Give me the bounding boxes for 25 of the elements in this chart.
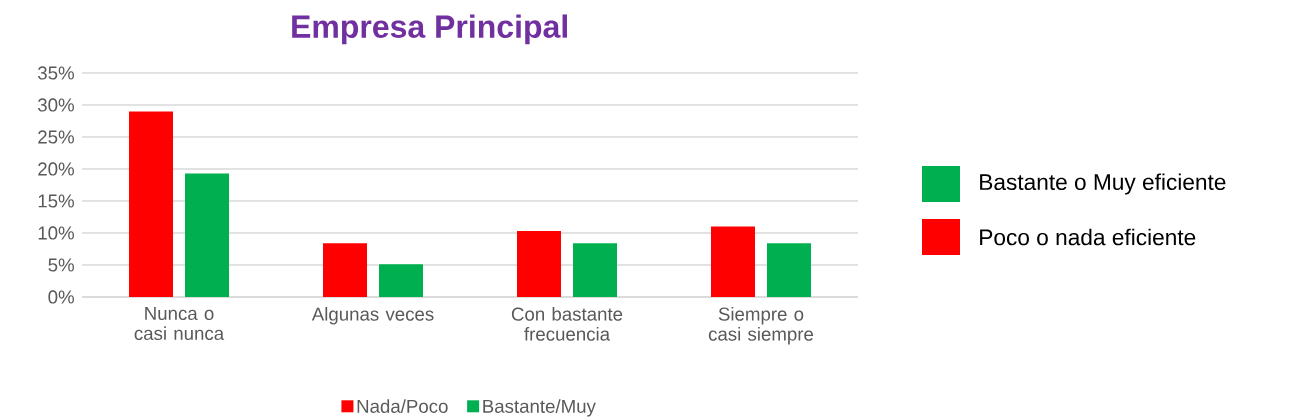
y-tick-label: 30% — [37, 98, 74, 112]
y-tick-label: 15% — [38, 194, 74, 208]
bar — [379, 264, 424, 297]
legend-label: Bastante/Muy — [483, 399, 596, 417]
bar — [573, 243, 617, 297]
text: Bastante o Muy eficiente — [980, 173, 1226, 195]
y-tick-label: 0% — [48, 290, 74, 304]
bar — [711, 226, 755, 297]
x-tick-label: Nunca o casi nunca — [134, 307, 225, 341]
y-tick-label: 25% — [38, 130, 74, 144]
bar — [185, 173, 230, 297]
x-tick-label: Algunas veces — [311, 307, 434, 325]
y-tick-label: 35% — [37, 66, 74, 80]
x-tick-label: Con bastante frecuencia — [511, 307, 623, 341]
bar — [767, 243, 811, 297]
chart-title: Empresa Principal — [292, 14, 567, 45]
bar — [129, 111, 174, 297]
bar — [323, 243, 368, 297]
bar — [517, 231, 561, 297]
legend-label: Nada/Poco — [357, 399, 448, 413]
y-tick-label: 10% — [38, 226, 74, 240]
text: Poco o nada eficiente — [980, 228, 1196, 246]
y-tick-label: 5% — [48, 258, 74, 272]
x-tick-label: Siempre o casi siempre — [708, 307, 814, 345]
y-tick-label: 20% — [38, 162, 74, 176]
